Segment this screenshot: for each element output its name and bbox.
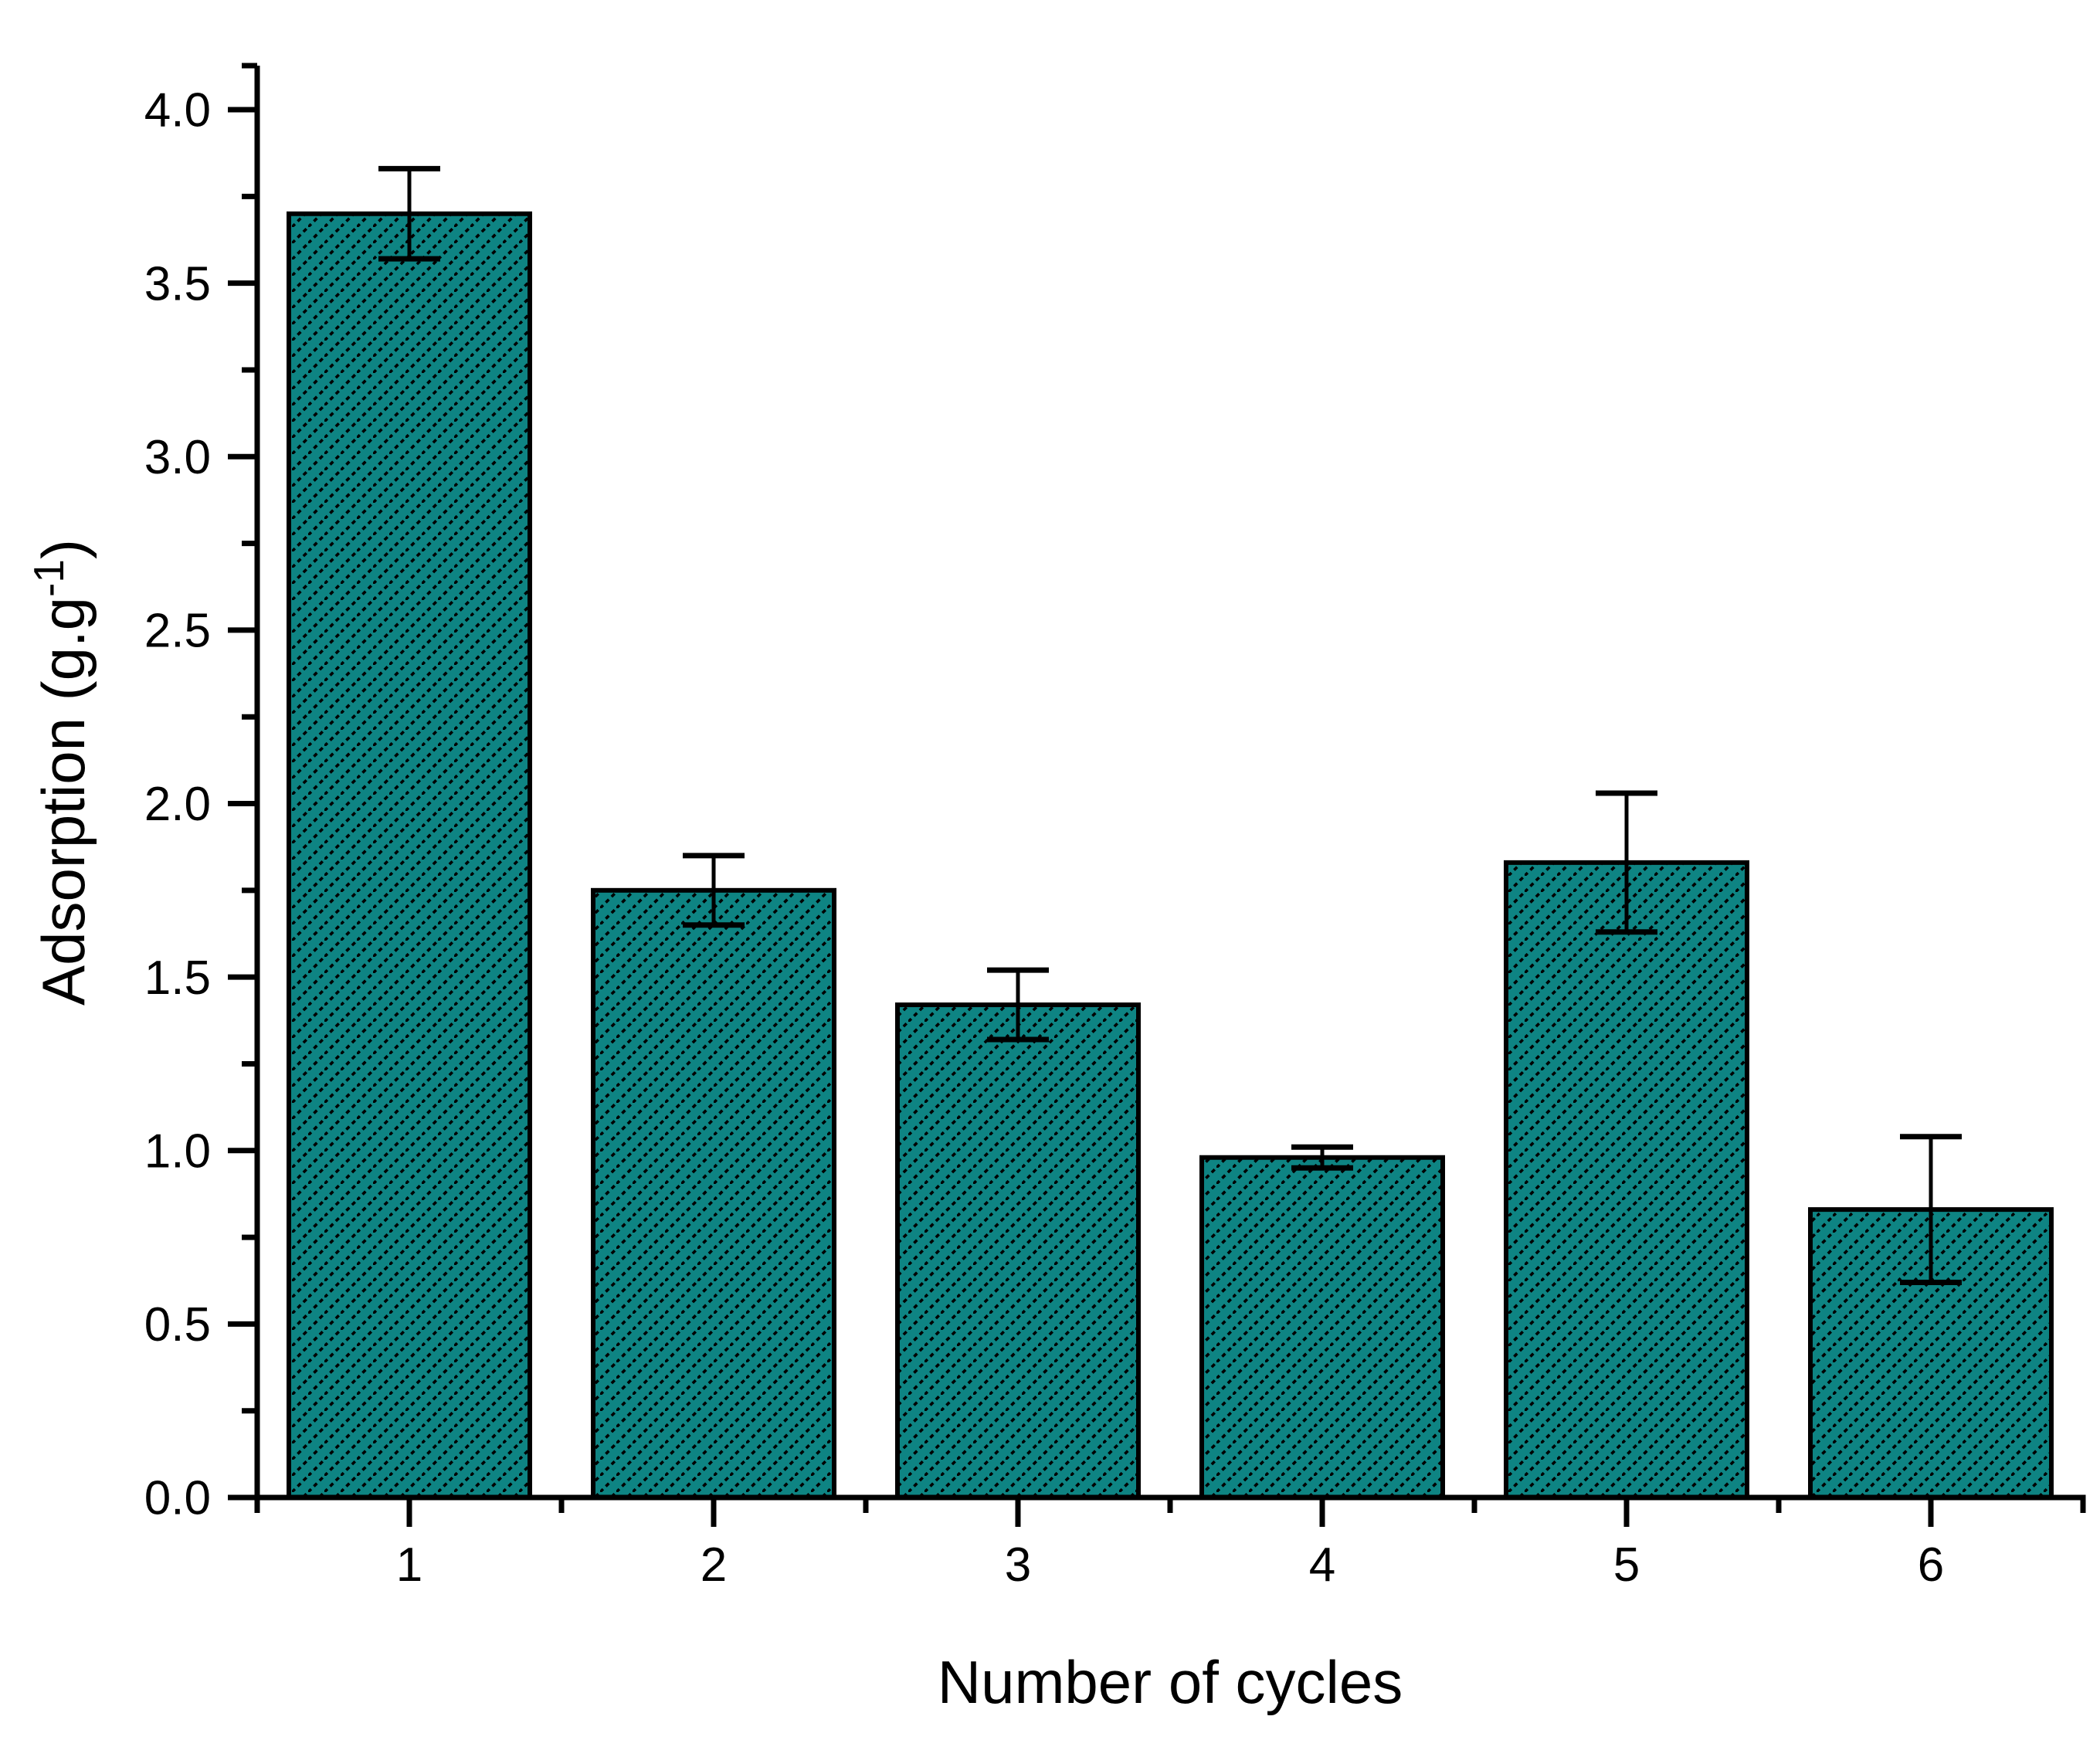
axes-group <box>228 63 2086 1527</box>
x-tick-label-2: 2 <box>701 1538 727 1592</box>
bar-cycle-4 <box>1199 1155 1445 1500</box>
error-bar-cycle-3 <box>987 967 1049 1043</box>
y-tick-label-3.0: 3.0 <box>144 431 211 484</box>
x-tick-label-3: 3 <box>1005 1538 1031 1592</box>
tick-labels-group: 0.0 0.5 1.0 1.5 2.0 2.5 3.0 3.5 4.0 1 2 3 4 5 6 <box>144 84 1944 1592</box>
y-tick-label-2.0: 2.0 <box>144 778 211 831</box>
y-axis-title-superscript: -1 <box>25 559 73 597</box>
y-axis-title: Adsorption (g.g-1) <box>25 539 97 1006</box>
error-bar-cycle-5 <box>1596 790 1657 935</box>
y-tick-label-0.5: 0.5 <box>144 1298 211 1352</box>
error-bar-cycle-1 <box>378 165 440 262</box>
y-tick-label-3.5: 3.5 <box>144 257 211 310</box>
y-axis-title-close: ) <box>29 539 97 560</box>
x-axis-title: Number of cycles <box>937 1648 1403 1716</box>
bars-group <box>287 211 2054 1501</box>
bar-cycle-2 <box>591 887 836 1500</box>
y-tick-label-2.5: 2.5 <box>144 605 211 658</box>
x-tick-label-4: 4 <box>1309 1538 1335 1592</box>
error-bar-cycle-6 <box>1900 1134 1962 1285</box>
x-tick-label-5: 5 <box>1613 1538 1640 1592</box>
tick-marks <box>228 63 2086 1527</box>
y-tick-label-1.0: 1.0 <box>144 1124 211 1178</box>
y-axis-title-main: Adsorption (g.g <box>29 596 97 1006</box>
error-bars-group <box>378 165 1962 1285</box>
y-tick-label-4.0: 4.0 <box>144 84 211 137</box>
bar-cycle-3 <box>895 1002 1141 1500</box>
y-tick-label-0.0: 0.0 <box>144 1472 211 1525</box>
error-bar-cycle-2 <box>683 853 745 928</box>
error-bar-cycle-4 <box>1291 1144 1353 1171</box>
y-tick-label-1.5: 1.5 <box>144 951 211 1005</box>
bar-cycle-1 <box>287 211 532 1500</box>
x-tick-label-6: 6 <box>1918 1538 1944 1592</box>
x-tick-label-1: 1 <box>396 1538 422 1592</box>
bar-cycle-5 <box>1504 860 1749 1501</box>
